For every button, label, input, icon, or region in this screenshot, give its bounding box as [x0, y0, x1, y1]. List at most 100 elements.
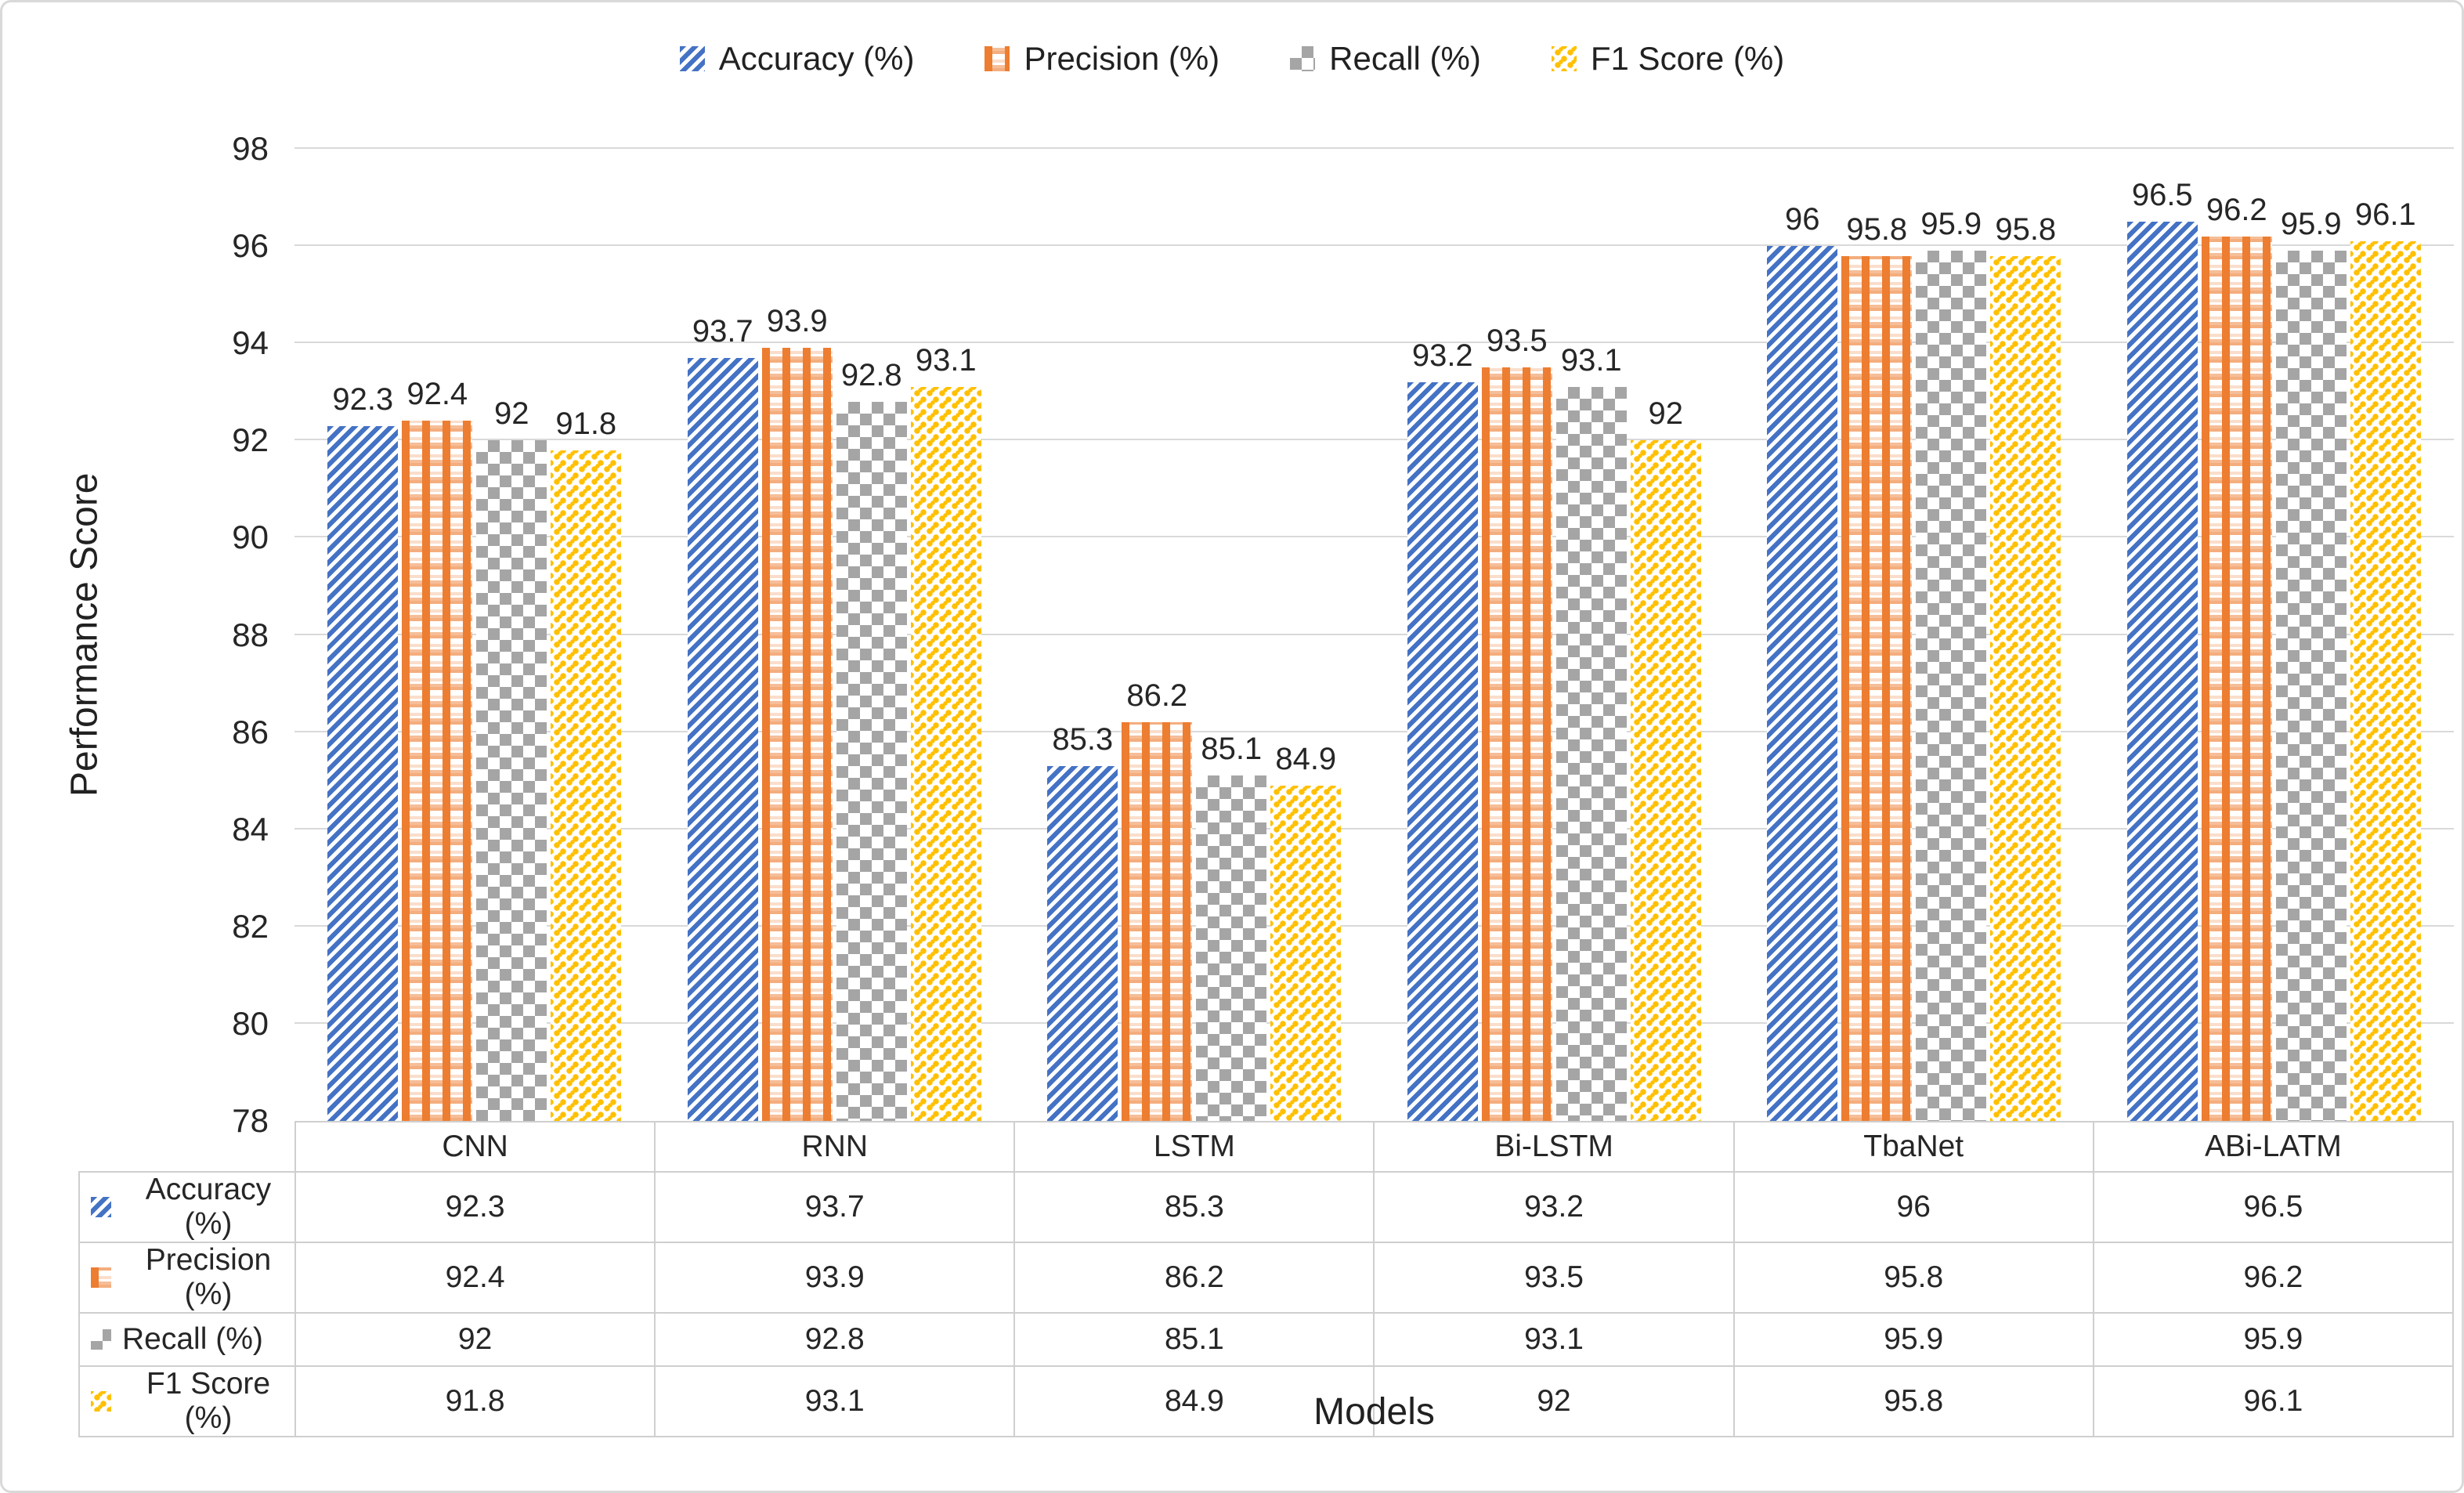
table-cell-abi-latm-f1-score: 96.1: [2092, 1365, 2455, 1437]
bar-bi-lstm-precision: 93.5: [1481, 324, 1552, 1121]
gridline-86: [294, 730, 2454, 732]
table-cell-tbanet-accuracy: 96: [1732, 1171, 2094, 1243]
table-row-f1-score: F1 Score (%) 91.8 93.1 84.9 92 95.8 96.1: [78, 1365, 2455, 1437]
bar-group-abi-latm: 96.5 96.2 95.9 96.1: [2094, 149, 2455, 1121]
table-row-accuracy: Accuracy (%) 92.3 93.7 85.3 93.2 96 96.5: [78, 1171, 2455, 1243]
bar-value-label: 91.8: [555, 406, 617, 441]
table-cell-cnn-precision: 92.4: [294, 1242, 656, 1314]
legend-item-precision: Precision (%): [985, 40, 1219, 78]
table-cell-bi-lstm-accuracy: 93.2: [1373, 1171, 1735, 1243]
bar-value-label: 86.2: [1126, 678, 1188, 714]
table-col-header-rnn: RNN: [654, 1121, 1016, 1173]
table-cell-bi-lstm-f1-score: 92: [1373, 1365, 1735, 1437]
table-header-row: CNN RNN LSTM Bi-LSTM TbaNet ABi-LATM: [79, 1121, 2455, 1173]
bar-value-label: 93.9: [766, 304, 828, 339]
bar-value-label: 93.7: [692, 313, 753, 349]
bar-cnn-precision: 92.4: [402, 377, 473, 1121]
table-cell-cnn-recall: 92: [294, 1312, 656, 1367]
gridline-98: [294, 147, 2454, 149]
bar-cnn-f1-score: 91.8: [551, 407, 622, 1121]
table-cell-rnn-accuracy: 93.7: [654, 1171, 1016, 1243]
gridline-80: [294, 1021, 2454, 1024]
bar-lstm-f1-score: 84.9: [1270, 742, 1342, 1121]
y-tick-label: 84: [232, 810, 269, 848]
bar-cnn-accuracy: 92.3: [327, 382, 399, 1121]
table-row-recall: Recall (%) 92 92.8 85.1 93.1 95.9 95.9: [78, 1312, 2455, 1367]
legend-item-recall: Recall (%): [1290, 40, 1481, 78]
table-row-header-accuracy: Accuracy (%): [78, 1171, 296, 1243]
bar-abi-latm-precision: 96.2: [2201, 193, 2272, 1121]
table-row-label: Accuracy (%): [145, 1173, 272, 1241]
gridline-90: [294, 536, 2454, 538]
y-tick-label: 92: [232, 421, 269, 459]
table-row-header-recall: Recall (%): [78, 1312, 296, 1367]
bar-bi-lstm-accuracy: 93.2: [1407, 338, 1478, 1121]
y-tick-label: 82: [232, 907, 269, 945]
gridline-96: [294, 244, 2454, 247]
legend-label: Recall (%): [1329, 40, 1481, 77]
bar-lstm-accuracy: 85.3: [1047, 722, 1118, 1121]
bar-rnn-recall: 92.8: [836, 358, 907, 1121]
table-cell-cnn-f1-score: 91.8: [294, 1365, 656, 1437]
bar-value-label: 96: [1785, 202, 1820, 237]
gridline-94: [294, 342, 2454, 344]
table-col-header-tbanet: TbaNet: [1732, 1121, 2094, 1173]
bar-value-label: 93.5: [1486, 324, 1548, 359]
legend: Accuracy (%) Precision (%) Recall (%) F1 Sc…: [2, 40, 2462, 78]
bar-value-label: 92: [1648, 396, 1684, 432]
bar-value-label: 95.8: [1846, 211, 1908, 247]
bar-value-label: 85.1: [1201, 732, 1263, 767]
legend-label: Precision (%): [1024, 40, 1220, 77]
y-tick-label: 90: [232, 519, 269, 556]
bar-bi-lstm-recall: 93.1: [1555, 343, 1627, 1121]
bar-bi-lstm-f1-score: 92: [1630, 396, 1701, 1121]
table-cell-lstm-f1-score: 84.9: [1013, 1365, 1375, 1437]
table-cell-tbanet-recall: 95.9: [1732, 1312, 2094, 1367]
table-key-swatch-recall: [91, 1329, 111, 1350]
table-cell-lstm-precision: 86.2: [1013, 1242, 1375, 1314]
table-row-label: Recall (%): [122, 1322, 263, 1356]
y-tick-label: 86: [232, 713, 269, 750]
y-tick-label: 98: [232, 130, 269, 167]
gridline-84: [294, 827, 2454, 830]
bar-abi-latm-f1-score: 96.1: [2350, 197, 2421, 1121]
table-col-header-abi-latm: ABi-LATM: [2092, 1121, 2455, 1173]
table-cell-rnn-f1-score: 93.1: [654, 1365, 1016, 1437]
table-col-header-cnn: CNN: [294, 1121, 656, 1173]
bar-group-cnn: 92.3 92.4 92 91.8: [294, 149, 655, 1121]
table-cell-tbanet-f1-score: 95.8: [1732, 1365, 2094, 1437]
bar-value-label: 93.2: [1411, 338, 1473, 373]
table-cell-abi-latm-accuracy: 96.5: [2092, 1171, 2455, 1243]
bar-group-bi-lstm: 93.2 93.5 93.1 92: [1375, 149, 1735, 1121]
table-corner-cell: [79, 1122, 295, 1172]
bar-lstm-precision: 86.2: [1122, 678, 1193, 1121]
bar-value-label: 96.2: [2206, 192, 2267, 227]
table-cell-abi-latm-precision: 96.2: [2092, 1242, 2455, 1314]
table-col-header-bi-lstm: Bi-LSTM: [1373, 1121, 1735, 1173]
bar-lstm-recall: 85.1: [1196, 732, 1267, 1121]
bar-tbanet-recall: 95.9: [1916, 207, 1987, 1121]
table-cell-bi-lstm-recall: 93.1: [1373, 1312, 1735, 1367]
bar-value-label: 93.1: [915, 343, 977, 378]
bar-tbanet-precision: 95.8: [1841, 212, 1913, 1121]
gridline-92: [294, 439, 2454, 441]
bar-cnn-recall: 92: [476, 396, 547, 1121]
table-row-header-f1-score: F1 Score (%): [78, 1365, 296, 1437]
y-tick-label: 80: [232, 1004, 269, 1042]
bar-value-label: 95.8: [1995, 211, 2057, 247]
bar-abi-latm-accuracy: 96.5: [2126, 178, 2198, 1121]
bar-value-label: 96.5: [2131, 178, 2193, 213]
legend-swatch-precision: [985, 46, 1010, 71]
table-row-precision: Precision (%) 92.4 93.9 86.2 93.5 95.8 96.2: [78, 1242, 2455, 1314]
table-cell-abi-latm-recall: 95.9: [2092, 1312, 2455, 1367]
bar-value-label: 95.9: [2280, 207, 2342, 242]
table-key-swatch-accuracy: [91, 1197, 111, 1217]
bar-group-lstm: 85.3 86.2 85.1 84.9: [1014, 149, 1375, 1121]
x-axis-title: Models: [1313, 1391, 1435, 1433]
table-cell-rnn-precision: 93.9: [654, 1242, 1016, 1314]
bar-rnn-f1-score: 93.1: [910, 343, 981, 1121]
data-table: CNN RNN LSTM Bi-LSTM TbaNet ABi-LATM Accuracy …: [78, 1121, 2455, 1437]
table-row-label: Precision (%): [145, 1243, 272, 1311]
legend-swatch-accuracy: [679, 46, 705, 71]
